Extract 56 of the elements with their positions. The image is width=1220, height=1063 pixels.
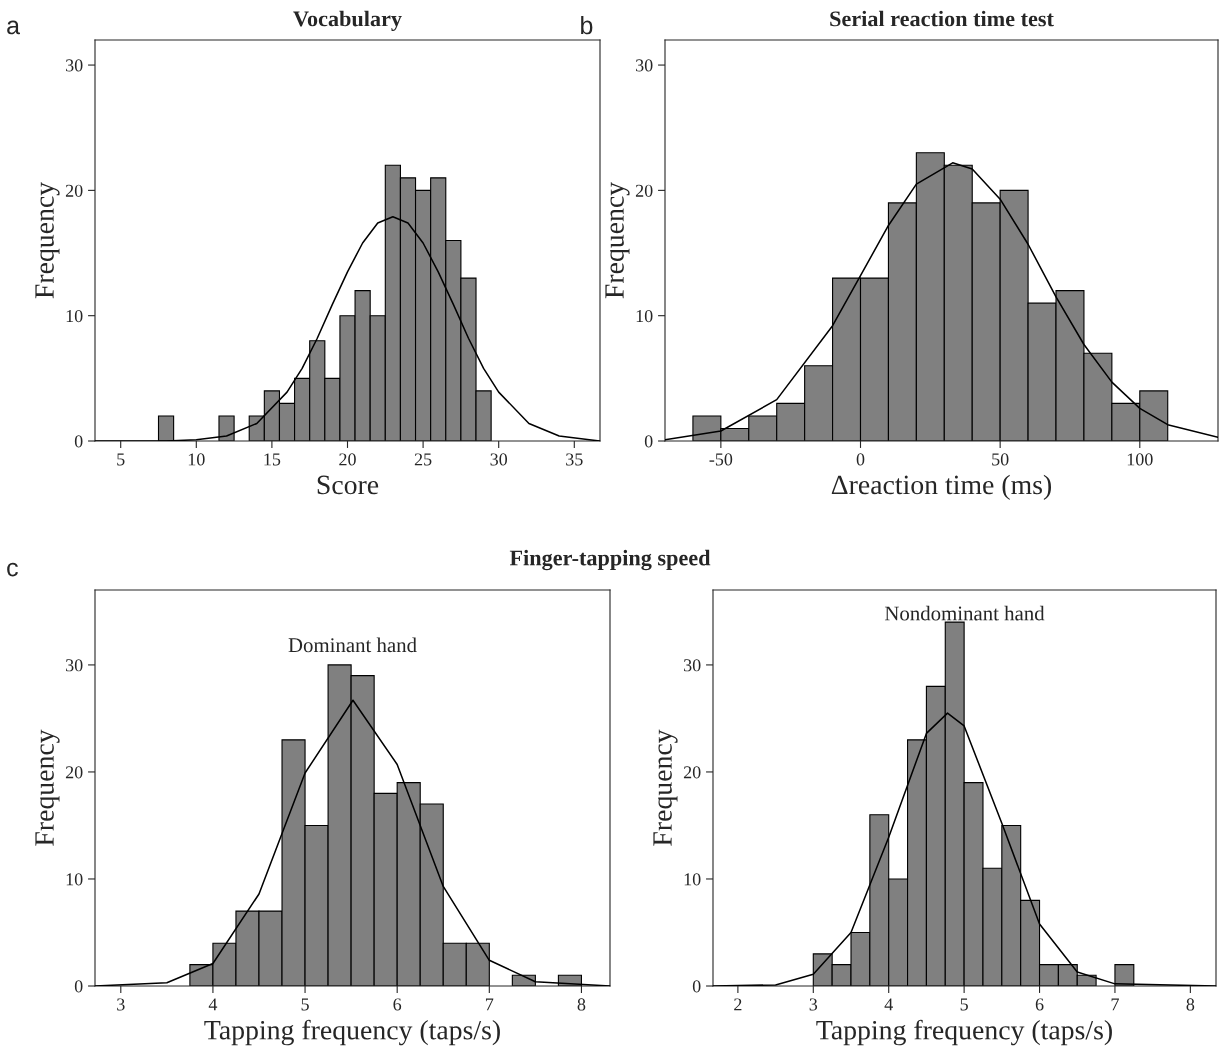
x-tick-label: 7	[1111, 998, 1119, 1011]
x-axis-title: Δreaction time (ms)	[831, 474, 1052, 500]
x-tick-label: 3	[809, 998, 818, 1011]
y-tick-label: 10	[66, 873, 83, 886]
y-tick-label: 10	[684, 873, 701, 886]
x-tick-label: 5	[117, 453, 125, 466]
x-tick-label: 8	[1186, 998, 1195, 1011]
y-tick-label: 10	[636, 309, 653, 323]
text: Nondominant hand	[884, 605, 1045, 621]
x-tick-label: 4	[884, 998, 893, 1011]
y-tick-label: 0	[644, 435, 653, 448]
y-tick-label: 0	[74, 435, 83, 448]
x-tick-label: 30	[490, 453, 508, 466]
x-tick-label: 15	[264, 453, 281, 466]
x-tick-label: 5	[301, 998, 309, 1011]
text: Finger-tapping speed	[509, 549, 711, 571]
text: c	[7, 562, 18, 577]
y-tick-label: 20	[635, 184, 653, 197]
x-axis-title: Tapping frequency (taps/s)	[816, 1019, 1112, 1046]
x-tick-label: 35	[566, 453, 583, 466]
y-axis-title: Frequency	[653, 729, 678, 846]
x-tick-label: 7	[485, 998, 494, 1011]
y-tick-label: 30	[636, 59, 653, 72]
x-tick-label: 50	[992, 453, 1009, 466]
y-tick-label: 20	[65, 766, 83, 779]
x-tick-label: 6	[393, 998, 402, 1011]
y-tick-label: 0	[74, 980, 83, 993]
text: a	[7, 20, 20, 35]
y-tick-label: 20	[65, 184, 83, 197]
text: Dominant hand	[288, 637, 417, 653]
y-tick-label: 30	[684, 659, 701, 672]
y-axis-title: Frequency	[605, 181, 630, 299]
x-tick-label: 3	[117, 998, 125, 1011]
x-axis-title: Tapping frequency (taps/s)	[204, 1019, 500, 1046]
x-tick-label: 4	[208, 998, 218, 1011]
x-tick-label: 2	[734, 998, 742, 1011]
y-tick-label: 30	[66, 659, 83, 672]
x-tick-label: 25	[414, 453, 432, 466]
y-axis-title: Frequency	[35, 181, 60, 299]
x-axis-title: Score	[317, 475, 379, 495]
x-tick-label: 0	[856, 453, 865, 466]
y-axis-title: Frequency	[35, 729, 60, 846]
y-tick-label: 0	[692, 980, 701, 993]
x-tick-label: 20	[339, 453, 356, 466]
x-tick-label: 10	[188, 453, 205, 466]
y-tick-label: 20	[683, 766, 701, 779]
x-tick-label: 100	[1127, 453, 1153, 466]
y-tick-label: 30	[66, 59, 83, 72]
y-tick-label: 10	[66, 309, 83, 323]
text: b	[581, 15, 593, 35]
x-tick-label: 5	[960, 998, 968, 1011]
x-tick-label: 6	[1035, 998, 1044, 1011]
x-tick-label: 8	[577, 998, 586, 1011]
chart-title: Serial reaction time test	[830, 10, 1054, 27]
x-tick-label: -50	[709, 453, 733, 466]
chart-title: Vocabulary	[293, 10, 402, 31]
